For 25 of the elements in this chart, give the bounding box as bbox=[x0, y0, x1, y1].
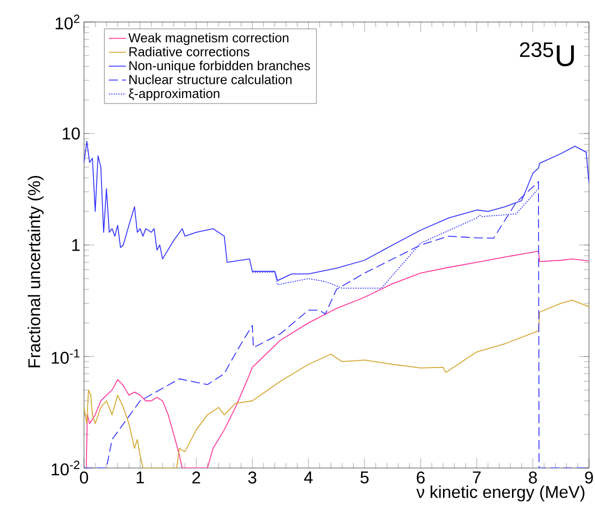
legend-label: Weak magnetism correction bbox=[128, 32, 288, 46]
line-series bbox=[84, 300, 589, 468]
x-tick-label: 5 bbox=[360, 472, 369, 484]
y-tick-label: 10$^{2}$ bbox=[56, 14, 80, 30]
x-tick-label: 8 bbox=[528, 472, 537, 484]
x-tick-label: 7 bbox=[472, 472, 481, 484]
y-tick-label: 1 bbox=[72, 239, 80, 251]
y-axis-title: Fractional uncertainty (%) bbox=[28, 176, 44, 368]
x-tick-label: 3 bbox=[248, 472, 256, 484]
x-tick-label: 9 bbox=[585, 472, 593, 484]
x-tick-label: 0 bbox=[80, 472, 88, 484]
legend-label: Radiative corrections bbox=[129, 46, 250, 56]
line-series bbox=[84, 250, 589, 468]
annotation: $^{235}$U bbox=[520, 42, 574, 66]
y-tick-label: 10$^{-2}$ bbox=[52, 460, 80, 476]
y-tick-label: 10 bbox=[62, 127, 80, 140]
legend-label: Nuclear structure calculation bbox=[129, 74, 292, 84]
legend-label: Non-unique forbidden branches bbox=[129, 60, 310, 73]
x-tick-label: 4 bbox=[304, 472, 313, 484]
x-tick-label: 1 bbox=[136, 472, 144, 484]
x-tick-label: 6 bbox=[416, 472, 425, 484]
x-axis-title: ν kinetic energy (MeV) bbox=[416, 486, 584, 502]
legend-label: ξ-approximation bbox=[128, 88, 220, 101]
y-tick-label: 10$^{-1}$ bbox=[52, 349, 80, 364]
x-tick-label: 2 bbox=[192, 472, 200, 484]
